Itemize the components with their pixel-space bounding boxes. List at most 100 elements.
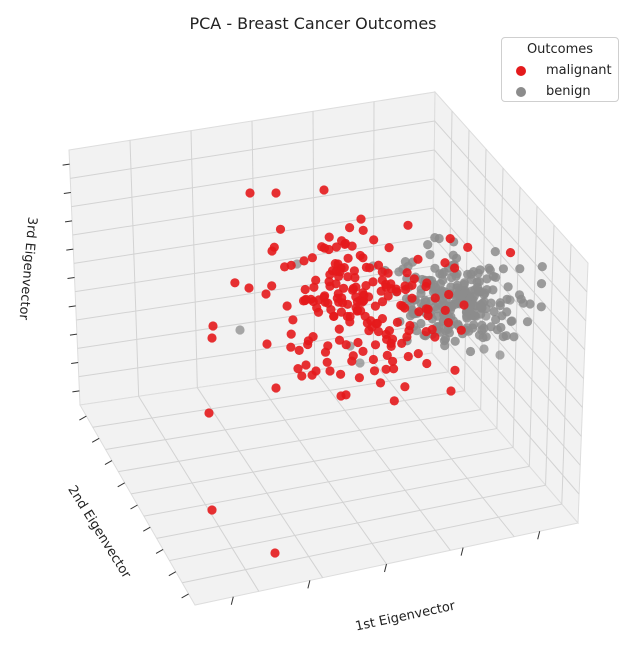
scatter-point-malignant	[391, 284, 401, 294]
scatter-point-malignant	[294, 345, 304, 355]
scatter-point-malignant	[334, 335, 345, 345]
scatter-point-malignant	[463, 242, 473, 252]
scatter-point-malignant	[332, 293, 342, 303]
grid-line-z-right	[431, 323, 580, 495]
scatter-point-malignant	[368, 354, 378, 365]
scatter-point-malignant	[389, 396, 399, 406]
scatter-point-malignant	[300, 284, 310, 295]
scatter-point-malignant	[293, 364, 303, 374]
x-axis-label: 1st Eigenvector	[354, 599, 457, 635]
scatter-point-malignant	[312, 303, 322, 313]
scatter-point-benign	[536, 279, 547, 289]
scatter-point-malignant	[401, 284, 411, 295]
x-axis-tick	[384, 563, 387, 573]
scatter-point-benign	[430, 233, 440, 243]
scatter-point-malignant	[400, 382, 410, 392]
legend-label-benign: benign	[546, 84, 591, 99]
scatter-point-benign	[440, 334, 451, 344]
axis-ticks	[62, 163, 541, 605]
scatter-point-malignant	[323, 298, 333, 308]
scatter-point-malignant	[421, 304, 431, 314]
y-axis-tick	[155, 549, 164, 554]
scatter-point-malignant	[354, 373, 364, 383]
scatter-point-benign	[482, 285, 492, 295]
y-axis-tick	[143, 526, 151, 532]
grid-line-z-right	[433, 178, 586, 350]
scatter-point-benign	[448, 250, 458, 260]
scatter-point-malignant	[381, 364, 391, 374]
scatter-point-malignant	[336, 369, 346, 379]
scatter-point-benign	[235, 325, 245, 335]
scatter-point-malignant	[361, 281, 371, 291]
scatter-point-benign	[518, 298, 529, 308]
scatter-point-malignant	[396, 300, 406, 310]
scatter-point-malignant	[275, 224, 286, 234]
grid-line-z-left	[78, 323, 433, 378]
scatter-point-malignant	[369, 366, 380, 376]
scatter-point-malignant	[262, 339, 272, 349]
y-axis-tick	[117, 482, 125, 488]
scatter-point-benign	[486, 322, 496, 332]
scatter-point-malignant	[282, 301, 292, 311]
scatter-point-malignant	[392, 317, 402, 327]
x-axis-tick	[460, 547, 464, 556]
scatter-point-benign	[505, 295, 515, 305]
scatter-point-benign	[446, 272, 457, 283]
scatter-point-malignant	[244, 283, 254, 293]
scatter-point-malignant	[369, 235, 379, 245]
scatter-point-benign	[482, 274, 492, 284]
scatter-point-malignant	[450, 263, 460, 273]
grid-line-z-left	[73, 207, 434, 264]
scatter-point-malignant	[384, 326, 394, 336]
scatter-point-benign	[355, 358, 365, 368]
scatter-point-malignant	[245, 188, 255, 198]
scatter-point-benign	[502, 307, 512, 317]
scatter-point-malignant	[421, 281, 431, 292]
scatter-point-malignant	[267, 246, 277, 256]
scatter-point-malignant	[320, 347, 331, 357]
x-axis-tick	[307, 580, 311, 589]
scatter-point-malignant	[372, 318, 382, 328]
scatter-point-malignant	[347, 241, 357, 251]
scatter-point-malignant	[261, 289, 271, 299]
scatter-point-malignant	[286, 329, 296, 339]
scatter-point-malignant	[345, 223, 355, 233]
scatter-point-malignant	[373, 326, 384, 337]
scatter-point-benign	[450, 336, 460, 346]
axis-panes	[68, 90, 589, 606]
scatter-point-benign	[440, 325, 450, 336]
grid-line-floor-b	[196, 387, 324, 578]
scatter-point-malignant	[381, 279, 391, 289]
x-axis-tick	[230, 596, 234, 605]
scatter-point-malignant	[207, 505, 217, 515]
z-axis-tick	[67, 277, 75, 279]
grid-line-back-left-vertical	[129, 140, 140, 397]
scatter-point-malignant	[373, 260, 384, 270]
scatter-point-malignant	[357, 297, 367, 307]
scatter-point-malignant	[370, 340, 381, 350]
scatter-point-malignant	[311, 366, 321, 376]
grid-line-z-left	[76, 265, 434, 321]
scatter-point-malignant	[270, 548, 280, 558]
scatter-point-malignant	[324, 277, 334, 287]
scatter-point-malignant	[297, 371, 307, 381]
z-axis-tick	[62, 163, 70, 166]
grid-line-z-left	[75, 236, 434, 293]
scatter-point-malignant	[365, 263, 375, 273]
scatter-point-malignant	[336, 307, 346, 317]
grid-line-back-right-vertical	[561, 243, 572, 505]
scatter-point-malignant	[413, 349, 423, 359]
x-axis-tick	[537, 531, 541, 540]
scatter-point-malignant	[414, 307, 424, 317]
scatter-point-malignant	[271, 188, 281, 198]
y-axis-tick	[79, 415, 87, 421]
scatter-point-benign	[466, 275, 477, 285]
scatter-point-benign	[416, 318, 426, 329]
z-axis-tick	[64, 220, 73, 223]
scatter-point-malignant	[358, 346, 368, 356]
scatter-point-benign	[462, 313, 472, 323]
scatter-point-benign	[496, 322, 506, 333]
scatter-point-benign	[537, 262, 547, 272]
scatter-point-benign	[453, 290, 463, 300]
